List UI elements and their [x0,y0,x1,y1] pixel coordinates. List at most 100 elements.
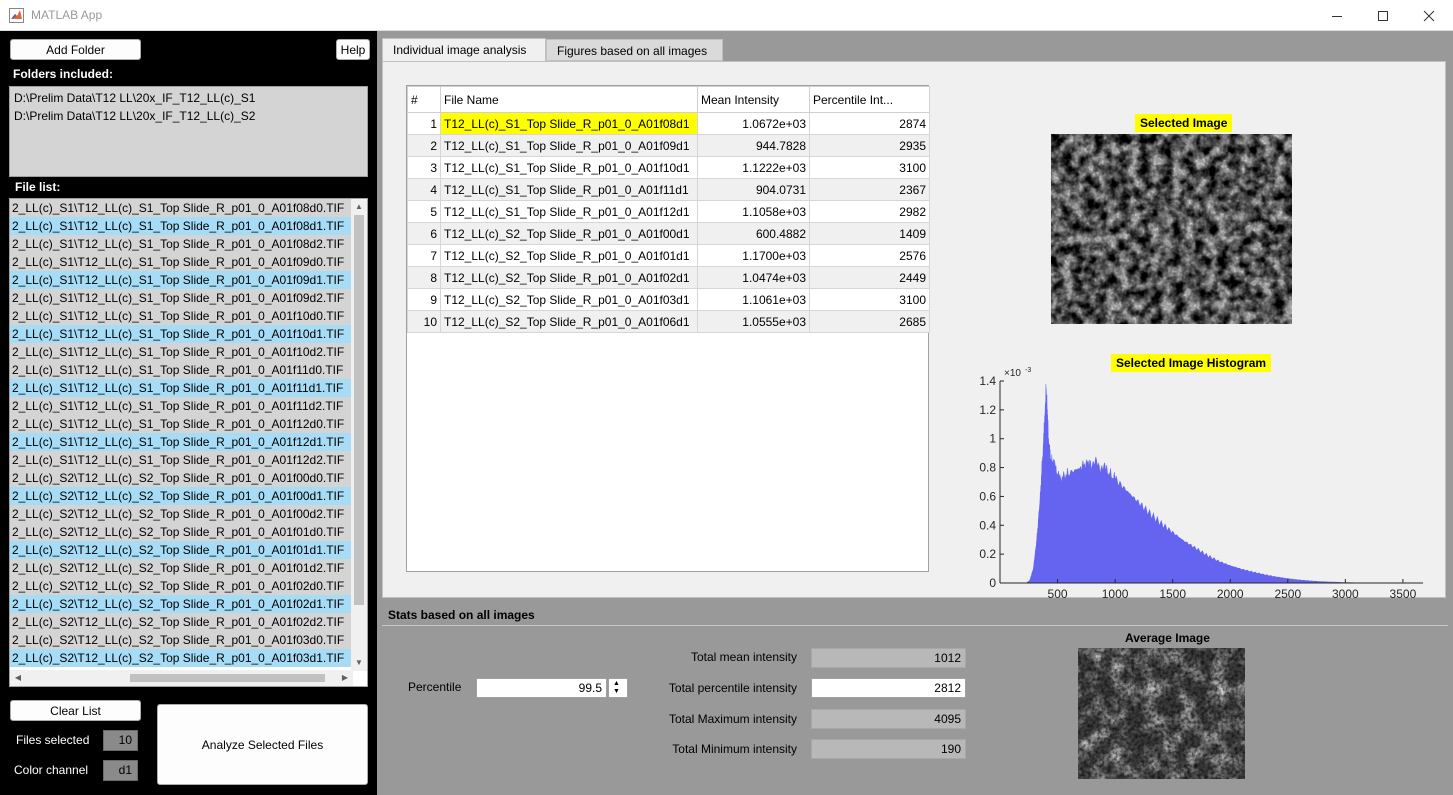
file-list-item[interactable]: 2_LL(c)_S2\T12_LL(c)_S2_Top Slide_R_p01_… [10,631,353,649]
cell-filename[interactable]: T12_LL(c)_S2_Top Slide_R_p01_0_A01f06d1 [440,310,698,333]
cell-percentile[interactable]: 1409 [809,222,930,245]
cell-index[interactable]: 4 [407,178,441,201]
cell-filename[interactable]: T12_LL(c)_S1_Top Slide_R_p01_0_A01f10d1 [440,156,698,179]
file-list-item[interactable]: 2_LL(c)_S2\T12_LL(c)_S2_Top Slide_R_p01_… [10,487,353,505]
file-list[interactable]: 2_LL(c)_S1\T12_LL(c)_S1_Top Slide_R_p01_… [9,198,368,687]
horizontal-scroll-thumb[interactable] [130,674,325,682]
cell-filename[interactable]: T12_LL(c)_S1_Top Slide_R_p01_0_A01f08d1 [440,112,698,135]
file-list-item[interactable]: 2_LL(c)_S1\T12_LL(c)_S1_Top Slide_R_p01_… [10,379,353,397]
scroll-up-icon[interactable]: ▲ [355,202,363,211]
file-list-item[interactable]: 2_LL(c)_S1\T12_LL(c)_S1_Top Slide_R_p01_… [10,253,353,271]
cell-index[interactable]: 1 [407,112,441,135]
color-channel-field[interactable]: d1 [103,760,138,781]
add-folder-button[interactable]: Add Folder [10,39,141,60]
cell-mean[interactable]: 600.4882 [697,222,810,245]
cell-index[interactable]: 3 [407,156,441,179]
folders-list[interactable]: D:\Prelim Data\T12 LL\20x_IF_T12_LL(c)_S… [9,86,368,177]
vertical-scrollbar[interactable]: ▲ ▼ [351,199,367,671]
vertical-scroll-thumb[interactable] [354,215,364,605]
cell-filename[interactable]: T12_LL(c)_S1_Top Slide_R_p01_0_A01f12d1 [440,200,698,223]
file-list-item[interactable]: 2_LL(c)_S2\T12_LL(c)_S2_Top Slide_R_p01_… [10,559,353,577]
cell-filename[interactable]: T12_LL(c)_S2_Top Slide_R_p01_0_A01f00d1 [440,222,698,245]
cell-mean[interactable]: 944.7828 [697,134,810,157]
file-list-item[interactable]: 2_LL(c)_S1\T12_LL(c)_S1_Top Slide_R_p01_… [10,343,353,361]
table-row[interactable]: 8 T12_LL(c)_S2_Top Slide_R_p01_0_A01f02d1… [407,266,930,289]
cell-percentile[interactable]: 2874 [809,112,930,135]
file-list-item[interactable]: 2_LL(c)_S1\T12_LL(c)_S1_Top Slide_R_p01_… [10,235,353,253]
cell-percentile[interactable]: 3100 [809,288,930,311]
file-list-item[interactable]: 2_LL(c)_S2\T12_LL(c)_S2_Top Slide_R_p01_… [10,541,353,559]
file-list-item[interactable]: 2_LL(c)_S2\T12_LL(c)_S2_Top Slide_R_p01_… [10,523,353,541]
file-list-item[interactable]: 2_LL(c)_S1\T12_LL(c)_S1_Top Slide_R_p01_… [10,415,353,433]
table-row[interactable]: 2 T12_LL(c)_S1_Top Slide_R_p01_0_A01f09d1… [407,134,930,157]
tab-individual-image-analysis[interactable]: Individual image analysis [382,38,546,62]
cell-index[interactable]: 10 [407,310,441,333]
col-percentile-header[interactable]: Percentile Int... [809,86,930,113]
col-mean-header[interactable]: Mean Intensity [697,86,810,113]
analyze-selected-files-button[interactable]: Analyze Selected Files [157,704,368,785]
spinner-down-icon[interactable]: ▼ [613,688,620,695]
cell-percentile[interactable]: 2576 [809,244,930,267]
file-list-item[interactable]: 2_LL(c)_S2\T12_LL(c)_S2_Top Slide_R_p01_… [10,469,353,487]
folder-item[interactable]: D:\Prelim Data\T12 LL\20x_IF_T12_LL(c)_S… [14,109,256,123]
col-filename-header[interactable]: File Name [440,86,698,113]
cell-mean[interactable]: 1.1222e+03 [697,156,810,179]
cell-index[interactable]: 6 [407,222,441,245]
cell-index[interactable]: 5 [407,200,441,223]
cell-filename[interactable]: T12_LL(c)_S1_Top Slide_R_p01_0_A01f11d1 [440,178,698,201]
cell-filename[interactable]: T12_LL(c)_S2_Top Slide_R_p01_0_A01f02d1 [440,266,698,289]
folder-item[interactable]: D:\Prelim Data\T12 LL\20x_IF_T12_LL(c)_S… [14,91,256,105]
cell-percentile[interactable]: 2685 [809,310,930,333]
file-list-item[interactable]: 2_LL(c)_S1\T12_LL(c)_S1_Top Slide_R_p01_… [10,397,353,415]
cell-index[interactable]: 2 [407,134,441,157]
help-button[interactable]: Help [336,39,370,60]
table-row[interactable]: 3 T12_LL(c)_S1_Top Slide_R_p01_0_A01f10d1… [407,156,930,179]
percentile-spinner[interactable]: ▲ ▼ [608,678,628,698]
scroll-down-icon[interactable]: ▼ [355,658,363,667]
cell-mean[interactable]: 1.1061e+03 [697,288,810,311]
maximize-button[interactable] [1360,0,1406,31]
col-index-header[interactable]: # [407,86,441,113]
cell-percentile[interactable]: 3100 [809,156,930,179]
cell-index[interactable]: 8 [407,266,441,289]
table-row[interactable]: 10 T12_LL(c)_S2_Top Slide_R_p01_0_A01f06d… [407,310,930,333]
percentile-spinner-input[interactable]: 99.5 [476,678,607,698]
cell-filename[interactable]: T12_LL(c)_S2_Top Slide_R_p01_0_A01f03d1 [440,288,698,311]
cell-mean[interactable]: 1.0555e+03 [697,310,810,333]
file-list-item[interactable]: 2_LL(c)_S2\T12_LL(c)_S2_Top Slide_R_p01_… [10,613,353,631]
cell-percentile[interactable]: 2449 [809,266,930,289]
file-list-item[interactable]: 2_LL(c)_S2\T12_LL(c)_S2_Top Slide_R_p01_… [10,577,353,595]
clear-list-button[interactable]: Clear List [10,700,141,721]
table-row[interactable]: 7 T12_LL(c)_S2_Top Slide_R_p01_0_A01f01d1… [407,244,930,267]
file-list-item[interactable]: 2_LL(c)_S1\T12_LL(c)_S1_Top Slide_R_p01_… [10,307,353,325]
minimize-button[interactable] [1314,0,1360,31]
cell-index[interactable]: 7 [407,244,441,267]
file-list-item[interactable]: 2_LL(c)_S1\T12_LL(c)_S1_Top Slide_R_p01_… [10,451,353,469]
cell-filename[interactable]: T12_LL(c)_S1_Top Slide_R_p01_0_A01f09d1 [440,134,698,157]
cell-percentile[interactable]: 2935 [809,134,930,157]
file-list-item[interactable]: 2_LL(c)_S2\T12_LL(c)_S2_Top Slide_R_p01_… [10,505,353,523]
table-row[interactable]: 1 T12_LL(c)_S1_Top Slide_R_p01_0_A01f08d1… [407,112,930,135]
cell-mean[interactable]: 1.1700e+03 [697,244,810,267]
tab-figures-all-images[interactable]: Figures based on all images [546,39,723,61]
cell-percentile[interactable]: 2367 [809,178,930,201]
cell-mean[interactable]: 1.1058e+03 [697,200,810,223]
horizontal-scrollbar[interactable]: ◀ ▶ [10,670,353,686]
close-button[interactable] [1406,0,1452,31]
table-row[interactable]: 6 T12_LL(c)_S2_Top Slide_R_p01_0_A01f00d1… [407,222,930,245]
table-row[interactable]: 5 T12_LL(c)_S1_Top Slide_R_p01_0_A01f12d1… [407,200,930,223]
file-list-item[interactable]: 2_LL(c)_S2\T12_LL(c)_S2_Top Slide_R_p01_… [10,649,353,667]
file-list-item[interactable]: 2_LL(c)_S1\T12_LL(c)_S1_Top Slide_R_p01_… [10,361,353,379]
file-list-item[interactable]: 2_LL(c)_S1\T12_LL(c)_S1_Top Slide_R_p01_… [10,199,353,217]
cell-mean[interactable]: 1.0672e+03 [697,112,810,135]
file-list-item[interactable]: 2_LL(c)_S1\T12_LL(c)_S1_Top Slide_R_p01_… [10,217,353,235]
file-list-item[interactable]: 2_LL(c)_S1\T12_LL(c)_S1_Top Slide_R_p01_… [10,271,353,289]
table-row[interactable]: 9 T12_LL(c)_S2_Top Slide_R_p01_0_A01f03d1… [407,288,930,311]
file-list-item[interactable]: 2_LL(c)_S2\T12_LL(c)_S2_Top Slide_R_p01_… [10,595,353,613]
cell-mean[interactable]: 904.0731 [697,178,810,201]
cell-percentile[interactable]: 2982 [809,200,930,223]
scroll-right-icon[interactable]: ▶ [341,673,349,682]
scroll-left-icon[interactable]: ◀ [14,673,22,682]
cell-index[interactable]: 9 [407,288,441,311]
spinner-up-icon[interactable]: ▲ [613,680,620,687]
